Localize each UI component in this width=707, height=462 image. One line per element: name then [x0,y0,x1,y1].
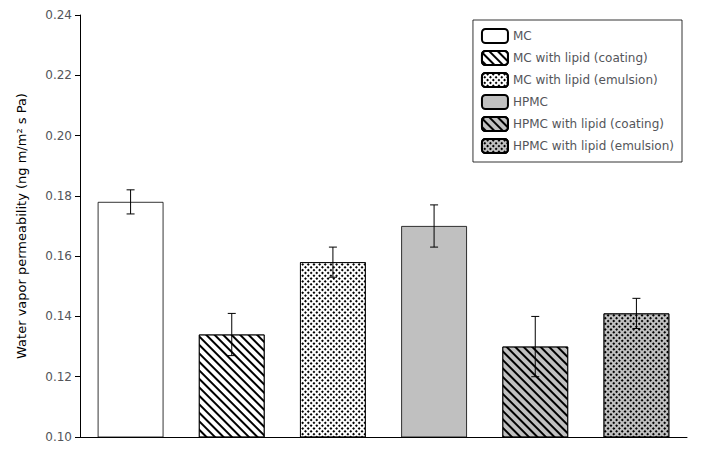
svg-text:HPMC with lipid (coating): HPMC with lipid (coating) [513,117,664,131]
svg-text:MC: MC [513,29,532,43]
svg-text:0.20: 0.20 [45,129,72,143]
svg-text:0.10: 0.10 [45,430,72,444]
svg-text:0.24: 0.24 [45,8,72,22]
svg-text:0.16: 0.16 [45,249,72,263]
svg-text:0.12: 0.12 [45,370,72,384]
svg-text:0.18: 0.18 [45,189,72,203]
svg-text:HPMC with lipid (emulsion): HPMC with lipid (emulsion) [513,139,674,153]
svg-text:Water vapor permeability (ng m: Water vapor permeability (ng m/m² s Pa) [14,93,29,359]
svg-text:0.22: 0.22 [45,68,72,82]
svg-text:HPMC: HPMC [513,95,548,109]
svg-text:MC with lipid (coating): MC with lipid (coating) [513,51,648,65]
svg-text:MC with lipid (emulsion): MC with lipid (emulsion) [513,73,658,87]
svg-text:0.14: 0.14 [45,309,72,323]
